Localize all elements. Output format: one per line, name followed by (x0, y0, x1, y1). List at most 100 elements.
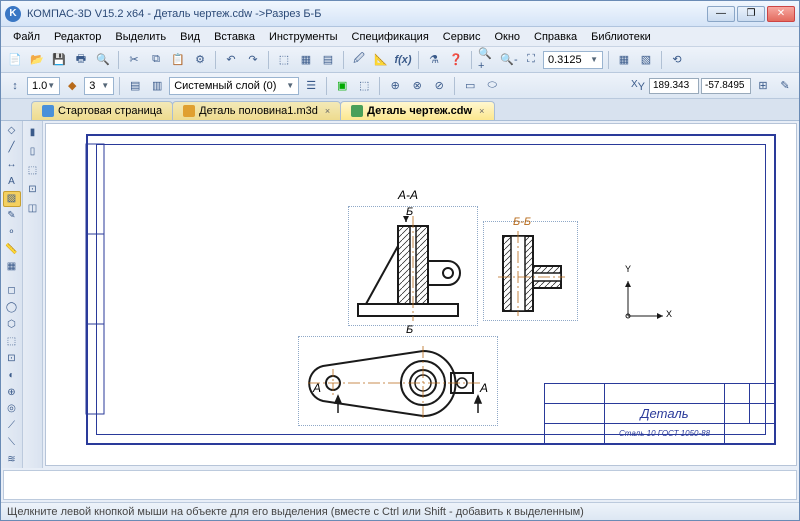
fx-button[interactable]: f(x) (393, 50, 413, 70)
coord-x[interactable]: 189.343 (649, 78, 699, 94)
part-icon (183, 105, 195, 117)
state-button[interactable]: ↕ (5, 76, 25, 96)
menu-service[interactable]: Сервис (437, 29, 487, 45)
tool-button[interactable]: ⬚ (354, 76, 374, 96)
menu-libraries[interactable]: Библиотеки (585, 29, 657, 45)
zoom-value: 0.3125 (548, 54, 582, 66)
separator (326, 77, 327, 95)
menu-select[interactable]: Выделить (109, 29, 172, 45)
tool-line[interactable]: ╱ (3, 140, 21, 156)
menu-insert[interactable]: Вставка (208, 29, 261, 45)
tool-button[interactable]: ▣ (332, 76, 352, 96)
tab-start-page[interactable]: Стартовая страница (31, 101, 173, 120)
layer-combo[interactable]: Системный слой (0)▼ (169, 77, 299, 95)
open-button[interactable]: 📂 (27, 50, 47, 70)
tool-hatch[interactable]: ▨ (3, 191, 21, 207)
tool-button[interactable]: ⊕ (3, 384, 21, 400)
titlebar[interactable]: K КОМПАС-3D V15.2 x64 - Деталь чертеж.cd… (1, 1, 799, 27)
undo-button[interactable]: ↶ (221, 50, 241, 70)
work-area: ◇ ╱ ↔ A ▨ ✎ ⚬ 📏 ▦ ◻ ◯ ⬡ ⬚ ⊡ ◐ ⊕ ◎ ⟋ ⟍ ≋ … (1, 121, 799, 468)
save-button[interactable]: 💾 (49, 50, 69, 70)
tool-button[interactable]: ▧ (636, 50, 656, 70)
tool-button[interactable]: ◯ (3, 299, 21, 315)
props-button[interactable]: ⚙ (190, 50, 210, 70)
tab-drawing-cdw[interactable]: Деталь чертеж.cdw × (340, 101, 495, 120)
tool-button[interactable]: ⬚ (24, 161, 42, 179)
menu-window[interactable]: Окно (488, 29, 526, 45)
tool-geometry[interactable]: ◇ (3, 123, 21, 139)
tool-dim[interactable]: ↔ (3, 157, 21, 173)
binding-margin (86, 144, 106, 424)
tool-button[interactable]: ◐ (3, 367, 21, 383)
cut-button[interactable]: ✂ (124, 50, 144, 70)
tool-button[interactable]: ⬡ (3, 316, 21, 332)
tool-button[interactable]: ⊗ (407, 76, 427, 96)
tool-button[interactable]: ⊕ (385, 76, 405, 96)
coord-y[interactable]: -57.8495 (701, 78, 751, 94)
menu-help[interactable]: Справка (528, 29, 583, 45)
menu-view[interactable]: Вид (174, 29, 206, 45)
layers-button[interactable]: ☰ (301, 76, 321, 96)
menu-tools[interactable]: Инструменты (263, 29, 344, 45)
tool-button[interactable]: ▦ (296, 50, 316, 70)
tool-button[interactable]: ⟲ (667, 50, 687, 70)
menubar: Файл Редактор Выделить Вид Вставка Инстр… (1, 27, 799, 47)
tool-button[interactable]: ⚗ (424, 50, 444, 70)
tool-button[interactable]: ⟋ (3, 418, 21, 434)
tool-button[interactable]: ▮ (24, 123, 42, 141)
tool-button[interactable]: ▦ (614, 50, 634, 70)
maximize-button[interactable]: ❐ (737, 6, 765, 22)
tool-button[interactable]: ▭ (460, 76, 480, 96)
help-button[interactable]: ❓ (446, 50, 466, 70)
tool-spec[interactable]: ▦ (3, 259, 21, 275)
copy-button[interactable]: ⧉ (146, 50, 166, 70)
linestyle-combo[interactable]: 1.0▼ (27, 77, 60, 95)
tool-button[interactable]: ◻ (3, 282, 21, 298)
tool-button[interactable]: ◎ (3, 401, 21, 417)
layer-button[interactable]: ▤ (125, 76, 145, 96)
zoom-combo[interactable]: 0.3125▼ (543, 51, 603, 69)
command-panel[interactable] (3, 470, 797, 500)
tool-button[interactable]: ⊡ (3, 350, 21, 366)
tool-button[interactable]: ⊡ (24, 180, 42, 198)
tab-part-m3d[interactable]: Деталь половина1.m3d × (172, 101, 341, 120)
tool-button[interactable]: ✎ (775, 76, 795, 96)
tab-close-icon[interactable]: × (479, 106, 484, 116)
tool-button[interactable]: ⬭ (482, 76, 502, 96)
close-button[interactable]: ✕ (767, 6, 795, 22)
preview-button[interactable]: 🔍 (93, 50, 113, 70)
paste-button[interactable]: 📋 (168, 50, 188, 70)
tool-button[interactable]: ◫ (24, 199, 42, 217)
tool-button[interactable]: ▯ (24, 142, 42, 160)
zoom-fit-button[interactable]: ⛶ (521, 50, 541, 70)
new-button[interactable]: 📄 (5, 50, 25, 70)
tool-param[interactable]: ⚬ (3, 225, 21, 241)
tool-edit[interactable]: ✎ (3, 208, 21, 224)
color-button[interactable]: ◆ (62, 76, 82, 96)
separator (118, 51, 119, 69)
drawing-canvas[interactable]: А-А Б Б Б-Б А А (45, 123, 797, 466)
print-button[interactable]: 🖶 (71, 50, 91, 70)
tool-button[interactable]: ▤ (318, 50, 338, 70)
minimize-button[interactable]: — (707, 6, 735, 22)
tool-button[interactable]: 🖉 (349, 50, 369, 70)
menu-file[interactable]: Файл (7, 29, 46, 45)
tool-button[interactable]: ⬚ (3, 333, 21, 349)
zoom-out-button[interactable]: 🔍- (499, 50, 519, 70)
zoom-in-button[interactable]: 🔍+ (477, 50, 497, 70)
tool-button[interactable]: ≋ (3, 452, 21, 468)
tool-text[interactable]: A (3, 174, 21, 190)
separator (119, 77, 120, 95)
tab-close-icon[interactable]: × (325, 106, 330, 116)
menu-spec[interactable]: Спецификация (346, 29, 435, 45)
tool-button[interactable]: ⟍ (3, 435, 21, 451)
tool-measure[interactable]: 📏 (3, 242, 21, 258)
tool-button[interactable]: ⬚ (274, 50, 294, 70)
menu-edit[interactable]: Редактор (48, 29, 107, 45)
layer-button[interactable]: ▥ (147, 76, 167, 96)
layer-num-combo[interactable]: 3▼ (84, 77, 114, 95)
tool-button[interactable]: ⊞ (753, 76, 773, 96)
tool-button[interactable]: 📐 (371, 50, 391, 70)
tool-button[interactable]: ⊘ (429, 76, 449, 96)
redo-button[interactable]: ↷ (243, 50, 263, 70)
